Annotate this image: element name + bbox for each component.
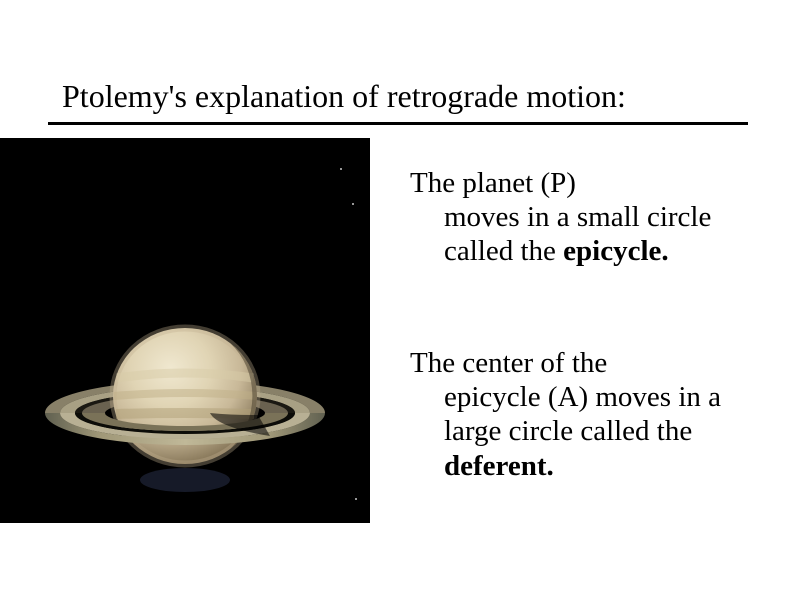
- saturn-graphic: [40, 318, 330, 498]
- slide-title: Ptolemy's explanation of retrograde moti…: [62, 78, 626, 115]
- para2-indent-text: epicycle (A) moves in a large circle cal…: [444, 381, 721, 447]
- paragraph-1: The planet (P) moves in a small circle c…: [410, 166, 730, 269]
- para1-bold: epicycle.: [563, 235, 668, 267]
- paragraph-2: The center of the epicycle (A) moves in …: [410, 346, 730, 483]
- para2-line1: The center of the: [410, 347, 607, 379]
- para1-line1: The planet (P): [410, 167, 576, 199]
- title-underline: [48, 122, 748, 125]
- para2-bold: deferent.: [444, 450, 554, 482]
- saturn-image: [0, 138, 370, 523]
